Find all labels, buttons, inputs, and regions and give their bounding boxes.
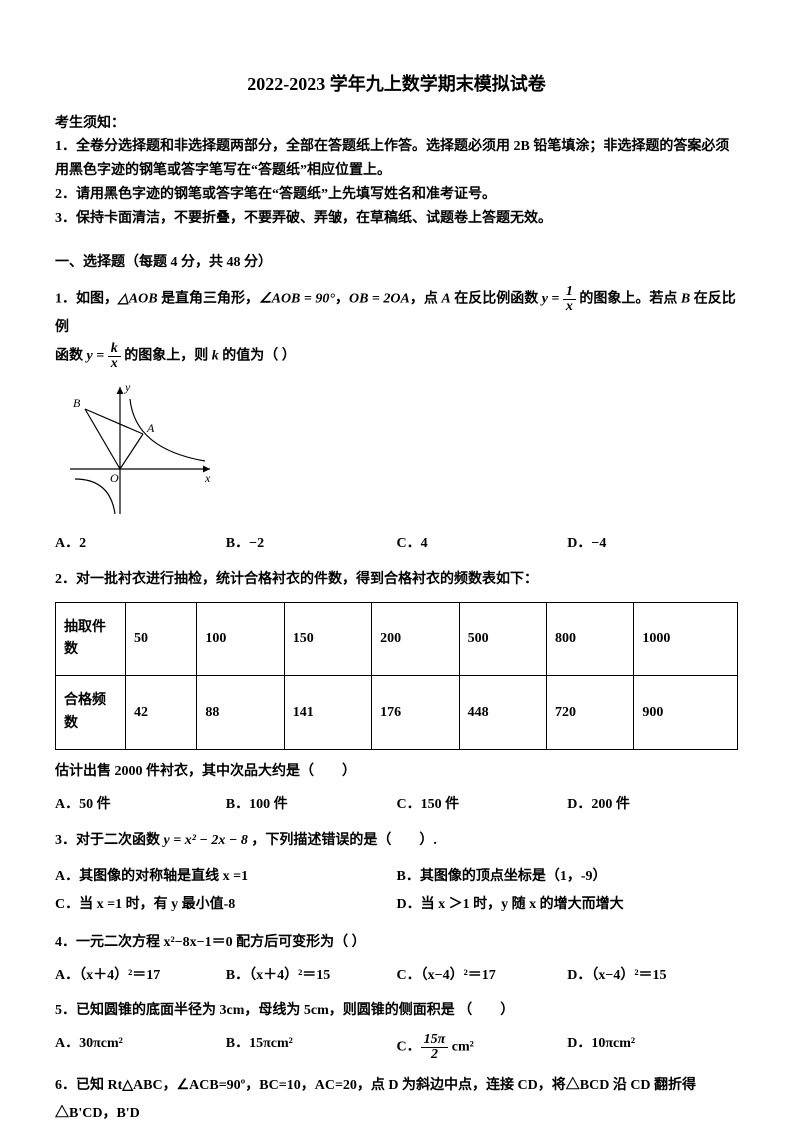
q1-t4: ， [335, 291, 349, 306]
q5-c-den: 2 [421, 1048, 449, 1062]
notice-line-3: 3．保持卡面清洁，不要折叠，不要弄破、弄皱，在草稿纸、试题卷上答题无效。 [55, 207, 738, 231]
section-1-title: 一、选择题（每题 4 分，共 48 分） [55, 252, 738, 274]
q1-l2d: 的值为（ ） [219, 348, 296, 363]
cell: 100 [197, 602, 284, 676]
question-5: 5．已知圆锥的底面半径为 3cm，母线为 5cm，则圆锥的侧面积是 （ ） [55, 997, 738, 1025]
table-row: 合格频数 42 88 141 176 448 720 900 [56, 676, 738, 750]
q5-opt-c: C．15π2 cm² [397, 1033, 568, 1062]
notice-line-2: 2．请用黑色字迹的钢笔或答字笔在“答题纸”上先填写姓名和准考证号。 [55, 183, 738, 207]
q1-opt-b: B．−2 [226, 533, 397, 555]
q5-opt-d: D．10πcm² [567, 1033, 738, 1062]
q5-c-num: 15π [421, 1033, 449, 1048]
row-label-1: 抽取件数 [56, 602, 126, 676]
q3-opt-c: C．当 x =1 时，有 y 最小值-8 [55, 891, 397, 919]
cell: 800 [547, 602, 634, 676]
q1-m4: A [441, 291, 450, 306]
cell: 42 [126, 676, 197, 750]
cell: 720 [547, 676, 634, 750]
q1-frac2-num: k [108, 342, 121, 357]
q1-l2c: k [212, 348, 219, 363]
q1-eq1l: y = [542, 291, 563, 306]
q2-opt-c: C．150 件 [397, 794, 568, 816]
q2-opt-a: A．50 件 [55, 794, 226, 816]
svg-text:A: A [146, 421, 155, 435]
q4-opt-c: C．（x−4）²＝17 [397, 965, 568, 987]
q2-options: A．50 件 B．100 件 C．150 件 D．200 件 [55, 794, 738, 816]
q2-table: 抽取件数 50 100 150 200 500 800 1000 合格频数 42… [55, 602, 738, 751]
question-4: 4．一元二次方程 x²−8x−1＝0 配方后可变形为（ ） [55, 929, 738, 957]
q1-opt-c: C．4 [397, 533, 568, 555]
q1-t9: 的图象上。若点 [576, 291, 681, 306]
q1-t8: 在反比例函数 [451, 291, 542, 306]
q1-m1: △AOB [118, 291, 158, 306]
q4-options: A．（x＋4）²＝17 B．（x＋4）²＝15 C．（x−4）²＝17 D．（x… [55, 965, 738, 987]
q1-opt-d: D．−4 [567, 533, 738, 555]
q1-frac1: 1x [563, 285, 576, 314]
cell: 200 [372, 602, 459, 676]
q1-text: 1．如图， [55, 291, 118, 306]
q4-opt-d: D．（x−4）²＝15 [567, 965, 738, 987]
q1-opt-a: A．2 [55, 533, 226, 555]
q4-opt-b: B．（x＋4）²＝15 [226, 965, 397, 987]
q2-opt-d: D．200 件 [567, 794, 738, 816]
q1-t2: 是直角三角形， [158, 291, 260, 306]
svg-text:y: y [124, 380, 131, 394]
q1-graph: y x O A B [65, 379, 738, 527]
q3-a: 3．对于二次函数 [55, 833, 164, 848]
cell: 500 [459, 602, 546, 676]
q3-opt-b: B．其图像的顶点坐标是（1，-9） [397, 863, 739, 891]
q5-c-post: cm² [448, 1040, 474, 1055]
notice-heading: 考生须知： [55, 113, 738, 135]
question-6: 6．已知 Rt△ABC，∠ACB=90º，BC=10，AC=20，点 D 为斜边… [55, 1072, 738, 1128]
q1-frac2: kx [108, 342, 121, 371]
q3-b: ，下列描述错误的是（ ）. [248, 833, 437, 848]
notice-line-1: 1．全卷分选择题和非选择题两部分，全部在答题纸上作答。选择题必须用 2B 铅笔填… [55, 135, 738, 183]
q1-l2a: 函数 [55, 348, 87, 363]
q1-frac2-den: x [108, 357, 121, 371]
q3-eq: y = x² − 2x − 8 [164, 833, 248, 848]
cell: 88 [197, 676, 284, 750]
question-3: 3．对于二次函数 y = x² − 2x − 8 ，下列描述错误的是（ ）. [55, 827, 738, 855]
cell: 150 [284, 602, 371, 676]
q2-opt-b: B．100 件 [226, 794, 397, 816]
cell: 50 [126, 602, 197, 676]
question-1: 1．如图，△AOB 是直角三角形，∠AOB = 90°，OB = 2OA，点 A… [55, 285, 738, 371]
q3-options: A．其图像的对称轴是直线 x =1 B．其图像的顶点坐标是（1，-9） C．当 … [55, 863, 738, 919]
cell: 900 [634, 676, 738, 750]
cell: 448 [459, 676, 546, 750]
q5-c-frac: 15π2 [421, 1033, 449, 1062]
q1-m5: B [681, 291, 690, 306]
q1-frac1-den: x [563, 300, 576, 314]
cell: 1000 [634, 602, 738, 676]
q3-opt-a: A．其图像的对称轴是直线 x =1 [55, 863, 397, 891]
q2-after: 估计出售 2000 件衬衣，其中次品大约是（ ） [55, 758, 738, 786]
q5-opt-b: B．15πcm² [226, 1033, 397, 1062]
q3-opt-d: D．当 x ＞1 时，y 随 x 的增大而增大 [397, 891, 739, 919]
svg-text:x: x [204, 471, 211, 485]
q1-m3: OB = 2OA [349, 291, 410, 306]
question-2: 2．对一批衬衣进行抽检，统计合格衬衣的件数，得到合格衬衣的频数表如下： [55, 566, 738, 594]
q1-t6: ，点 [410, 291, 442, 306]
cell: 176 [372, 676, 459, 750]
table-row: 抽取件数 50 100 150 200 500 800 1000 [56, 602, 738, 676]
q1-l2b: 的图象上，则 [121, 348, 212, 363]
svg-text:B: B [73, 396, 81, 410]
q5-options: A．30πcm² B．15πcm² C．15π2 cm² D．10πcm² [55, 1033, 738, 1062]
q1-options: A．2 B．−2 C．4 D．−4 [55, 533, 738, 555]
svg-text:O: O [110, 471, 119, 485]
q5-c-pre: C． [397, 1040, 421, 1055]
page-title: 2022-2023 学年九上数学期末模拟试卷 [55, 70, 738, 99]
q1-eq2l: y = [87, 348, 108, 363]
q4-opt-a: A．（x＋4）²＝17 [55, 965, 226, 987]
coordinate-graph-icon: y x O A B [65, 379, 215, 519]
q5-opt-a: A．30πcm² [55, 1033, 226, 1062]
q1-m2: ∠AOB = 90° [259, 291, 335, 306]
q1-frac1-num: 1 [563, 285, 576, 300]
cell: 141 [284, 676, 371, 750]
row-label-2: 合格频数 [56, 676, 126, 750]
